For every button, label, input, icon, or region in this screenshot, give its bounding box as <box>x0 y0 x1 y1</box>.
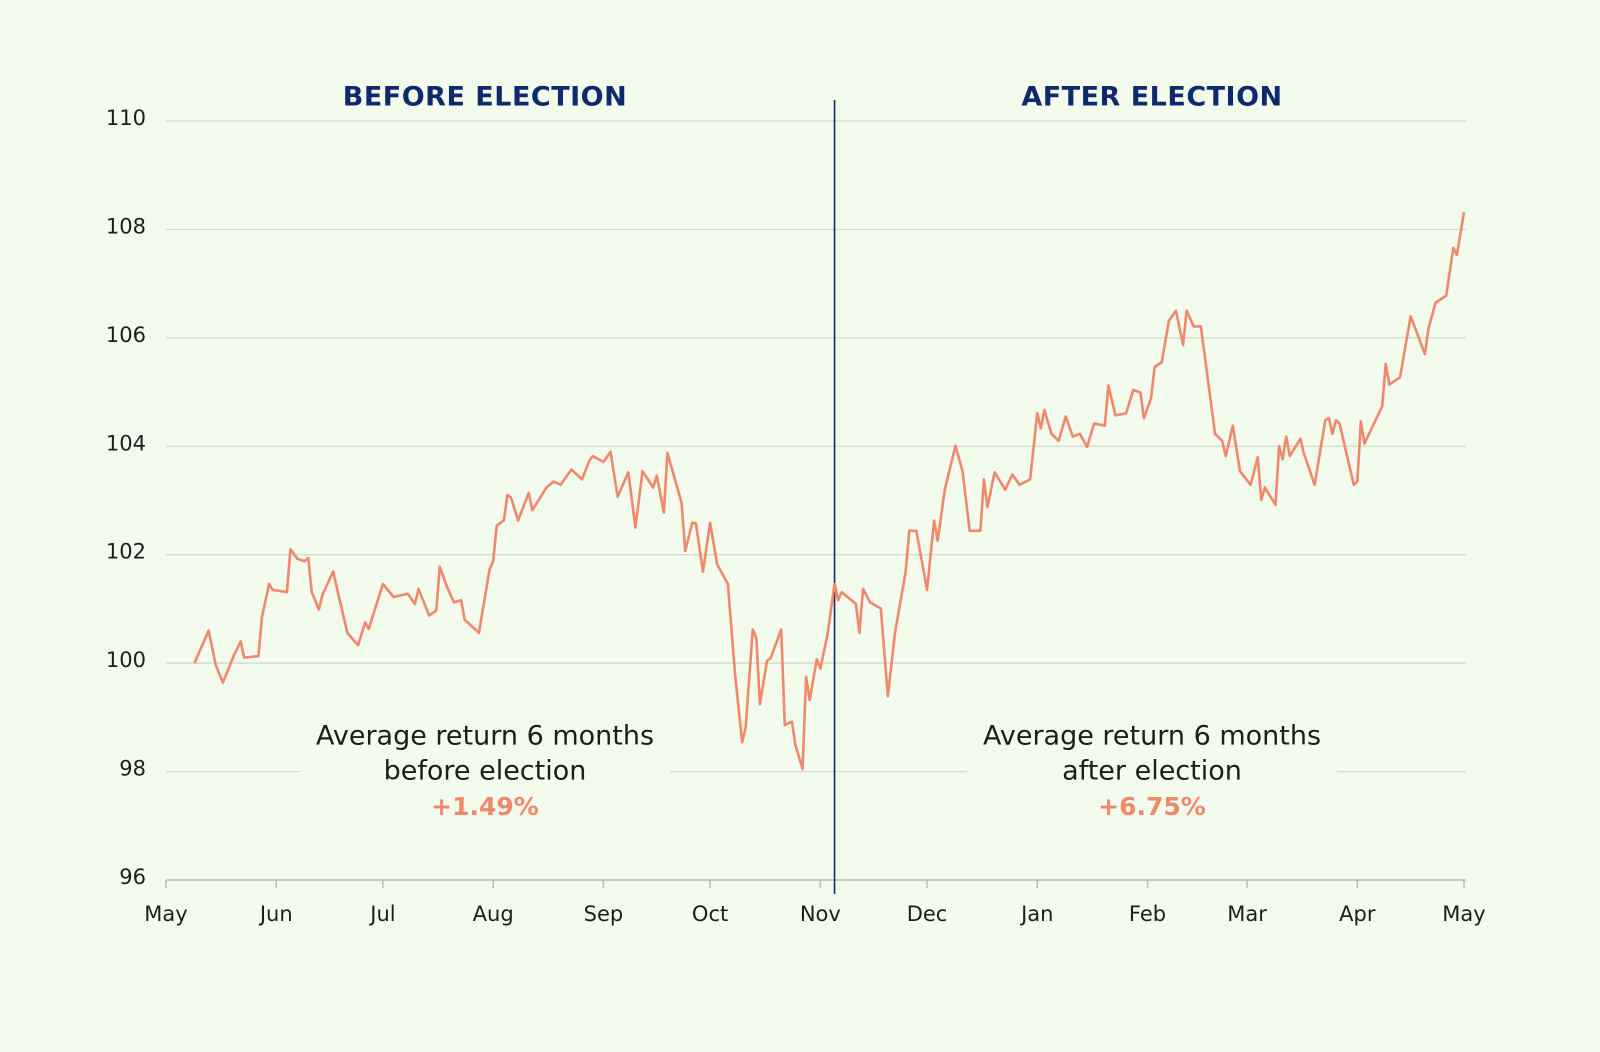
x-tick-label: Feb <box>1129 902 1166 926</box>
annotation-text: before election <box>384 756 587 787</box>
annotation-text: Average return 6 months <box>316 721 654 752</box>
annotation: Average return 6 months before election +1… <box>299 716 671 825</box>
annotation-text: after election <box>1062 756 1242 787</box>
x-tick-label: May <box>1442 902 1485 926</box>
y-tick-label: 96 <box>119 865 146 889</box>
x-tick-label: May <box>144 902 187 926</box>
x-tick-label: Apr <box>1339 902 1376 926</box>
annotation-text: Average return 6 months <box>983 721 1321 752</box>
x-tick-label: Dec <box>907 902 948 926</box>
x-tick-label: Jul <box>368 902 395 926</box>
x-tick-label: Mar <box>1227 902 1267 926</box>
x-tick-label: Jan <box>1019 902 1053 926</box>
y-tick-label: 110 <box>106 106 146 130</box>
price-line <box>193 211 1466 771</box>
y-tick-label: 108 <box>106 214 146 238</box>
annotation-value: +1.49% <box>431 792 539 821</box>
x-tick-label: Nov <box>800 902 841 926</box>
panel-heading: BEFORE ELECTION <box>343 82 627 113</box>
x-tick-label: Aug <box>473 902 514 926</box>
annotation-background <box>966 716 1338 825</box>
annotation-background <box>299 716 671 825</box>
y-tick-label: 102 <box>106 540 146 564</box>
x-tick-label: Sep <box>584 902 624 926</box>
x-tick-label: Oct <box>692 902 728 926</box>
y-tick-label: 98 <box>119 757 146 781</box>
y-tick-label: 106 <box>106 323 146 347</box>
panel-heading: AFTER ELECTION <box>1021 82 1282 113</box>
annotation-value: +6.75% <box>1098 792 1206 821</box>
y-tick-label: 100 <box>106 648 146 672</box>
x-tick-label: Jun <box>258 902 293 926</box>
annotation: Average return 6 months after election +6.… <box>966 716 1338 825</box>
y-tick-label: 104 <box>106 431 146 455</box>
